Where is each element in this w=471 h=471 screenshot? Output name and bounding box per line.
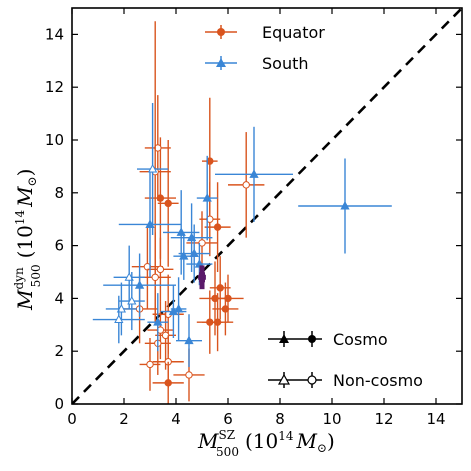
y-axis-title-sup: dyn (12, 267, 26, 289)
data-point (213, 223, 222, 231)
x-axis-title-unit-exp: 14 (278, 429, 294, 443)
y-tick-label: 0 (54, 395, 64, 413)
legend-markers: Cosmo Non-cosmo (268, 330, 423, 390)
y-axis-title-unit-exp: 14 (13, 210, 27, 226)
data-point (156, 265, 165, 274)
mean-point (199, 272, 205, 283)
y-axis-title-unit-sub: ⊙ (25, 176, 39, 186)
y-tick-label: 4 (54, 289, 64, 307)
legend-series: Equator South (205, 23, 325, 73)
y-tick-label: 10 (45, 131, 64, 149)
data-point (153, 317, 163, 326)
x-tick-label: 14 (426, 410, 445, 428)
y-tick-label: 8 (54, 184, 64, 202)
data-point (202, 193, 212, 202)
x-axis-title-unit-sub: ⊙ (317, 441, 327, 455)
series-south (92, 103, 392, 368)
data-point (146, 360, 154, 369)
data-point (134, 280, 145, 289)
y-axis-title-sub: 500 (29, 264, 43, 287)
legend-cosmo-triangle (279, 334, 289, 343)
y-tick-label: 6 (54, 237, 64, 255)
data-point (114, 314, 124, 324)
ticks-layer: 00 2 2 4 4 6 6 8 8 10 10 12 12 14 14 (45, 8, 462, 428)
x-tick-label: 2 (119, 410, 129, 428)
legend-equator-label: Equator (262, 23, 325, 42)
data-point (216, 284, 224, 292)
x-axis-title-unit-sym: M (296, 429, 318, 453)
x-tick-label: 0 (67, 410, 77, 428)
y-axis-title: Mdyn 500(1014M⊙) (12, 169, 43, 312)
y-tick-label: 2 (54, 342, 64, 360)
legend-noncosmo-triangle (277, 373, 291, 385)
data-point (221, 305, 230, 313)
data-point (145, 219, 155, 228)
y-axis-title-base: M (13, 289, 37, 311)
data-point (164, 199, 172, 208)
legend-south-marker (216, 58, 226, 67)
data-point (184, 335, 194, 345)
legend-equator-marker (217, 28, 225, 36)
legend-south-label: South (262, 54, 309, 73)
x-tick-label: 6 (223, 410, 233, 428)
data-point (242, 181, 250, 189)
data-point (173, 303, 184, 313)
x-axis-title-sup: SZ (218, 428, 235, 442)
y-tick-label: 12 (45, 78, 64, 96)
x-axis-title-base: M (197, 429, 219, 453)
data-point (164, 379, 172, 387)
y-axis-title-unit: (10 (13, 225, 37, 258)
x-tick-label: 4 (171, 410, 181, 428)
data-point (151, 273, 159, 281)
legend-noncosmo-label: Non-cosmo (333, 371, 423, 390)
data-point (179, 251, 189, 260)
data-point (194, 259, 205, 268)
x-axis-title-sub: 500 (216, 445, 239, 459)
legend-cosmo-label: Cosmo (333, 330, 388, 349)
legend-cosmo-circle (308, 335, 316, 343)
data-point (127, 295, 137, 305)
x-axis-title-unit: (10 (245, 429, 278, 453)
data-point (340, 200, 350, 210)
data-point (185, 371, 193, 379)
x-tick-label: 12 (374, 410, 393, 428)
legend-noncosmo-circle (307, 375, 317, 385)
y-tick-label: 14 (45, 25, 64, 43)
data-point (249, 169, 259, 178)
y-axis-title-unit-sym: M (13, 186, 37, 208)
data-layer (72, 8, 462, 404)
data-point (147, 163, 158, 173)
x-tick-label: 10 (322, 410, 341, 428)
x-tick-label: 8 (275, 410, 285, 428)
x-axis-title-unit-close: ) (327, 429, 335, 453)
series-equator (121, 21, 265, 404)
one-to-one-line (72, 8, 462, 404)
plot-frame (71, 7, 463, 405)
y-axis-title-unit-close: ) (13, 169, 37, 177)
x-axis-title: MSZ 500 (1014 M⊙) (197, 428, 335, 459)
